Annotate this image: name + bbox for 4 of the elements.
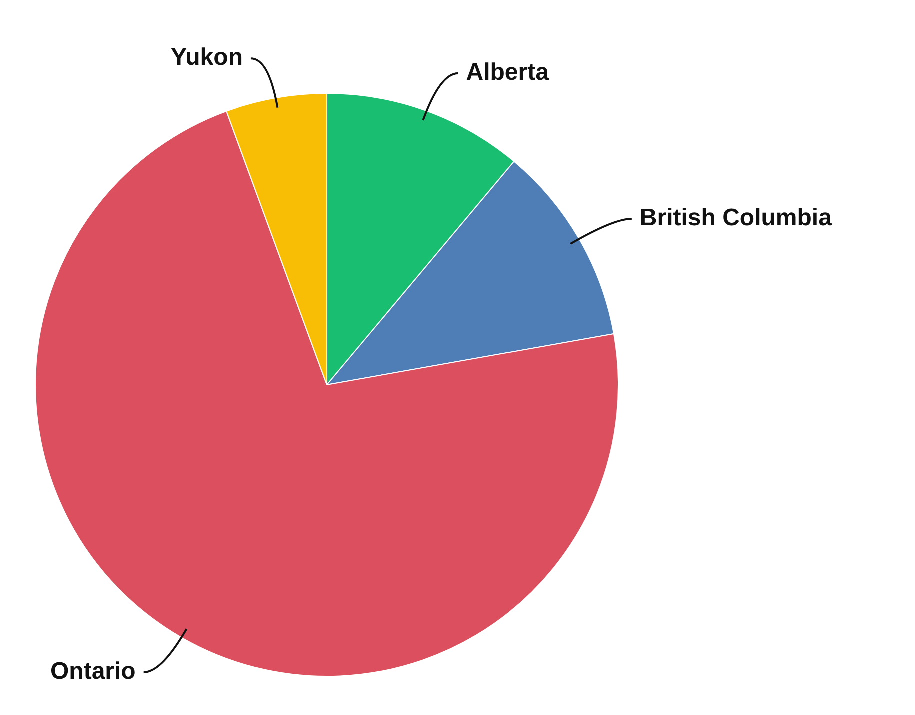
slice-label: Alberta: [466, 59, 550, 86]
slice-label: Yukon: [170, 44, 243, 72]
slice-label: British Columbia: [640, 204, 833, 232]
slice-label: Ontario: [50, 658, 136, 686]
